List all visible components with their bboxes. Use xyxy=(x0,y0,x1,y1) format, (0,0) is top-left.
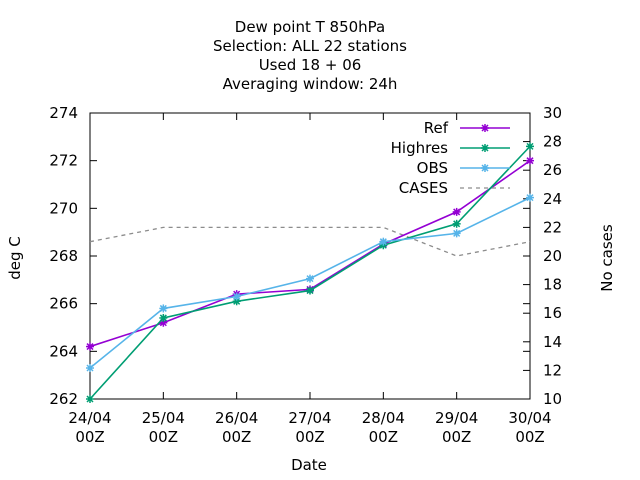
data-point-highres xyxy=(159,313,168,322)
x-tick-label-date: 30/04 xyxy=(508,409,551,427)
y-tick-label: 268 xyxy=(49,247,78,265)
y-tick-label: 272 xyxy=(49,152,78,170)
legend-marker-highres xyxy=(481,144,489,152)
data-point-obs xyxy=(232,292,241,301)
data-point-obs xyxy=(86,364,94,373)
title-line-2: Selection: ALL 22 stations xyxy=(213,37,407,55)
x-tick-label-time: 00Z xyxy=(369,428,398,446)
data-point-obs xyxy=(306,274,314,283)
data-point-highres xyxy=(452,219,461,228)
data-point-ref xyxy=(86,342,94,351)
y2-tick-label: 14 xyxy=(543,333,562,351)
x-tick-label-time: 00Z xyxy=(149,428,178,446)
y-axis-label: deg C xyxy=(6,236,24,280)
x-tick-label-time: 00Z xyxy=(75,428,104,446)
data-point-highres xyxy=(306,286,314,295)
y2-tick-label: 20 xyxy=(543,247,562,265)
title-line-4: Averaging window: 24h xyxy=(223,75,398,93)
title-line-1: Dew point T 850hPa xyxy=(235,18,385,36)
x-tick-label-time: 00Z xyxy=(515,428,544,446)
data-point-ref xyxy=(526,156,534,165)
y-tick-label: 266 xyxy=(49,295,78,313)
x-tick-label-time: 00Z xyxy=(442,428,471,446)
plot-axes: 262 264 266 268 270 272 274 10 12 14 16 18 20 22 24 26 2… xyxy=(49,104,562,446)
y2-tick-label: 24 xyxy=(543,190,562,208)
y2-tick-label: 30 xyxy=(543,104,562,122)
y-tick-label: 264 xyxy=(49,342,78,360)
legend-marker-obs xyxy=(481,164,489,172)
data-point-ref xyxy=(452,207,461,216)
y2-tick-label: 22 xyxy=(543,218,562,236)
data-point-obs xyxy=(452,229,461,238)
x-tick-label-date: 24/04 xyxy=(68,409,111,427)
legend-label-cases: CASES xyxy=(399,179,448,197)
y2-tick-label: 10 xyxy=(543,390,562,408)
x-tick-label-date: 28/04 xyxy=(362,409,405,427)
x-tick-label-time: 00Z xyxy=(295,428,324,446)
series-line-obs xyxy=(89,196,531,369)
title-line-3: Used 18 + 06 xyxy=(259,56,362,74)
data-point-highres xyxy=(86,395,94,403)
legend: Ref Highres OBS CASES xyxy=(391,119,510,197)
y-tick-label: 262 xyxy=(49,390,78,408)
series-line-cases xyxy=(89,226,531,257)
data-point-obs xyxy=(159,304,168,313)
y-tick-label: 274 xyxy=(49,104,78,122)
x-tick-label-time: 00Z xyxy=(222,428,251,446)
y2-tick-label: 18 xyxy=(543,276,562,294)
legend-label-obs: OBS xyxy=(417,159,448,177)
data-point-obs xyxy=(526,193,534,202)
x-tick-label-date: 29/04 xyxy=(435,409,478,427)
legend-label-ref: Ref xyxy=(424,119,449,137)
legend-marker-ref xyxy=(481,124,489,132)
data-point-highres xyxy=(526,142,534,151)
y2-axis-label: No cases xyxy=(598,224,616,292)
x-tick-label-date: 27/04 xyxy=(288,409,331,427)
x-tick-label-date: 25/04 xyxy=(142,409,185,427)
y-tick-label: 270 xyxy=(49,199,78,217)
y2-tick-label: 12 xyxy=(543,361,562,379)
plot-frame xyxy=(89,112,531,400)
data-point-obs xyxy=(379,237,388,246)
y2-tick-label: 26 xyxy=(543,161,562,179)
x-axis-label: Date xyxy=(291,456,327,474)
y2-tick-label: 28 xyxy=(543,133,562,151)
series-line-highres xyxy=(89,145,531,400)
legend-label-highres: Highres xyxy=(391,139,449,157)
y2-tick-label: 16 xyxy=(543,304,562,322)
x-tick-label-date: 26/04 xyxy=(215,409,258,427)
series-layer xyxy=(86,142,534,403)
